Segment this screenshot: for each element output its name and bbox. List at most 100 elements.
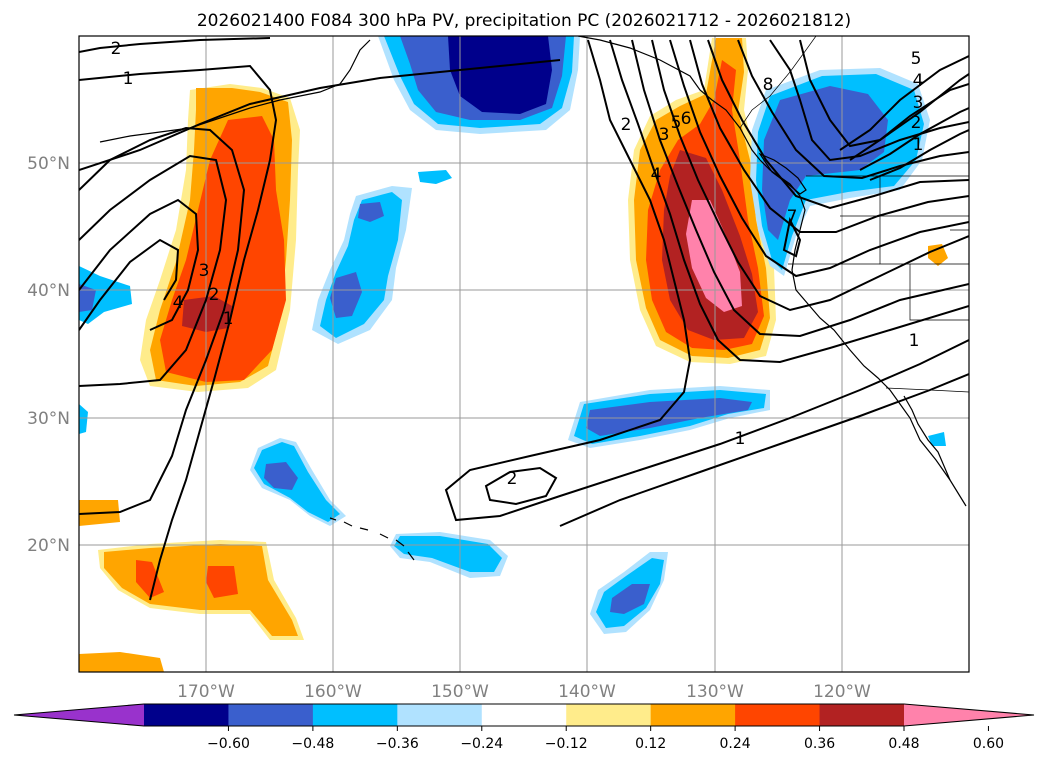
colorbar-segment <box>481 704 567 726</box>
contour-label: 4 <box>913 71 924 91</box>
contour-label: 5 <box>671 113 682 133</box>
contour-8-east <box>707 39 969 210</box>
colorbar-tick-label: 0.48 <box>888 736 919 752</box>
contour-label: 2 <box>209 285 220 305</box>
contour-label: 2 <box>621 115 632 135</box>
contour-label: 2 <box>911 113 922 133</box>
colorbar-tick-label: −0.24 <box>460 736 503 752</box>
graticule <box>79 36 969 672</box>
contour-label: 3 <box>659 125 670 145</box>
negative-region-north-navy <box>448 36 552 114</box>
negative-region-small-mexico <box>928 432 946 446</box>
lat-label-20N: 20°N <box>27 536 70 556</box>
contour-8-east-2 <box>737 39 969 180</box>
colorbar-segment <box>819 704 905 726</box>
contour-label: 8 <box>763 75 774 95</box>
border-states-3 <box>909 264 969 321</box>
contour-4-west <box>79 198 200 331</box>
contour-2-west <box>79 37 271 53</box>
colorbar: −0.60 −0.48 −0.36 −0.24 −0.12 0.12 0.24 0.36 0.4… <box>13 703 1035 752</box>
positive-region-east-pink <box>686 200 742 312</box>
coast-baja <box>903 395 951 481</box>
colorbar-outline <box>13 703 1035 727</box>
contour-5-northeast <box>799 39 969 148</box>
coastlines <box>99 36 967 561</box>
contour-3-northeast <box>849 83 969 161</box>
pv-contours <box>79 37 969 601</box>
colorbar-tick-label: −0.60 <box>207 736 250 752</box>
positive-region-southwest-core1 <box>136 560 164 598</box>
negative-region-hawaii-west-sky <box>254 442 340 522</box>
coast-alaska-aleutians <box>99 39 371 143</box>
contour-3-west <box>79 154 228 387</box>
contour-label: 2 <box>507 469 518 489</box>
contour-label: 7 <box>787 207 798 227</box>
contour-labels: 2 1 3 4 2 1 2 1 2 3 4 5 6 7 8 5 4 3 2 1 … <box>111 39 924 489</box>
colorbar-segment <box>650 704 736 726</box>
contour-7-small <box>782 216 802 258</box>
colorbar-tick-label: −0.12 <box>545 736 588 752</box>
coast-vancouver-island <box>758 152 807 195</box>
colorbar-segment <box>144 704 229 726</box>
colorbar-tick-label: 0.24 <box>720 736 751 752</box>
negative-region-small <box>418 170 452 184</box>
latitude-labels: 50°N 40°N 30°N 20°N <box>27 154 70 556</box>
contour-1-west <box>79 64 278 601</box>
contour-label: 4 <box>651 165 662 185</box>
negative-region-central-core2 <box>358 202 384 222</box>
contour-label: 5 <box>911 49 922 69</box>
contour-label: 1 <box>123 69 134 89</box>
contour-2-closed <box>484 466 558 506</box>
colorbar-tick-label: 0.36 <box>804 736 835 752</box>
contour-4-east <box>631 39 969 338</box>
contour-label: 1 <box>223 309 234 329</box>
negative-region-left-edge-royal <box>79 284 96 312</box>
colorbar-tick-label: −0.36 <box>376 736 419 752</box>
colorbar-tick-label: −0.48 <box>291 736 334 752</box>
negative-region-hawaii-west-royal <box>264 462 298 490</box>
political-borders <box>739 36 969 393</box>
border-alaska-canada <box>739 36 817 129</box>
contour-7-east <box>689 39 969 233</box>
lat-label-40N: 40°N <box>27 281 70 301</box>
lat-label-50N: 50°N <box>27 154 70 174</box>
contour-label: 6 <box>681 109 692 129</box>
contour-label: 4 <box>173 293 184 313</box>
contour-1-northeast <box>869 129 969 181</box>
contour-4-northeast <box>839 55 969 151</box>
contour-6-east <box>669 39 969 278</box>
negative-region-left-edge2 <box>79 404 88 434</box>
colorbar-extend-max <box>904 704 1034 726</box>
lon-label-120W: 120°W <box>813 682 871 702</box>
map-frame <box>78 35 970 673</box>
longitude-labels: 170°W 160°W 150°W 140°W 130°W 120°W <box>177 682 871 702</box>
colorbar-tick-label: 0.60 <box>973 736 1004 752</box>
contour-label: 3 <box>913 93 924 113</box>
contour-3-east <box>609 39 969 364</box>
colorbar-segment <box>312 704 398 726</box>
lon-label-160W: 160°W <box>304 682 362 702</box>
contour-1-east <box>559 373 969 527</box>
coast-north-america-west <box>759 159 967 507</box>
contour-2-northeast <box>859 107 969 171</box>
colorbar-tick-label: 0.12 <box>635 736 666 752</box>
negative-region-central-core <box>330 272 362 318</box>
precip-fill-layer <box>79 36 948 672</box>
contour-2-west-trough <box>79 126 246 515</box>
colorbar-segment <box>228 704 314 726</box>
lon-label-140W: 140°W <box>558 682 616 702</box>
contour-5-east <box>651 39 969 312</box>
contour-upper-band <box>79 59 561 171</box>
colorbar-segment <box>566 704 652 726</box>
contour-5-west <box>79 238 180 331</box>
coast-alaska-southeast <box>577 36 761 161</box>
contour-7-east-2 <box>769 39 969 162</box>
negative-region-southeast-royal <box>610 584 650 614</box>
colorbar-extend-min <box>14 704 144 726</box>
positive-region-bottom-left <box>79 652 164 672</box>
contour-label: 3 <box>199 261 210 281</box>
contour-label: 1 <box>735 429 746 449</box>
contour-label: 2 <box>111 39 122 59</box>
positive-region-southwest-core2 <box>206 566 238 598</box>
